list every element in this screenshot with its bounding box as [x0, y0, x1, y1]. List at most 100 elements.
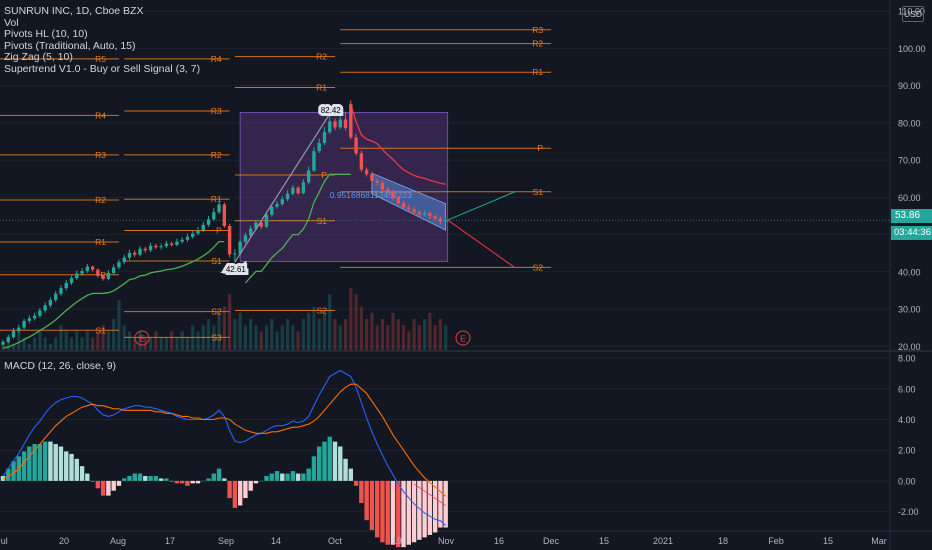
candle-body[interactable]: [438, 218, 443, 222]
candle-body[interactable]: [375, 180, 379, 183]
candle-body[interactable]: [322, 132, 327, 143]
candle-body[interactable]: [370, 174, 374, 181]
candle-body[interactable]: [359, 153, 364, 170]
candle-body[interactable]: [27, 318, 32, 321]
candle-body[interactable]: [148, 245, 153, 251]
candle-body[interactable]: [127, 252, 132, 258]
candle-body[interactable]: [338, 119, 342, 128]
candle-body[interactable]: [159, 246, 163, 248]
candle-body[interactable]: [106, 272, 111, 279]
candle-body[interactable]: [85, 266, 90, 272]
candle-body[interactable]: [291, 187, 295, 194]
candle-body[interactable]: [38, 310, 42, 316]
candle-body[interactable]: [206, 219, 211, 225]
candle-body[interactable]: [275, 204, 279, 207]
candle-body[interactable]: [349, 104, 353, 138]
candle-body[interactable]: [328, 121, 332, 133]
candle-body[interactable]: [285, 193, 290, 200]
candle-body[interactable]: [101, 275, 105, 279]
candle-body[interactable]: [143, 248, 147, 251]
candle-body[interactable]: [254, 222, 258, 229]
candle-body[interactable]: [296, 187, 300, 194]
candle-body[interactable]: [48, 300, 53, 306]
candle-body[interactable]: [111, 267, 116, 273]
candle-body[interactable]: [117, 262, 121, 268]
candle-body[interactable]: [428, 213, 432, 217]
candle-body[interactable]: [412, 209, 416, 213]
candle-body[interactable]: [270, 206, 274, 215]
indicator-vol[interactable]: Vol: [4, 16, 19, 29]
candle-body[interactable]: [259, 222, 263, 227]
candle-body[interactable]: [248, 228, 253, 236]
candle-body[interactable]: [11, 331, 16, 337]
candle-body[interactable]: [364, 169, 369, 175]
supertrend-up-line[interactable]: [2, 240, 225, 349]
earnings-marker[interactable]: [455, 330, 471, 346]
candle-body[interactable]: [401, 203, 406, 208]
candle-body[interactable]: [333, 121, 337, 128]
candle-body[interactable]: [75, 273, 79, 279]
candle-body[interactable]: [354, 137, 358, 154]
candle-body[interactable]: [64, 282, 68, 289]
candle-body[interactable]: [222, 204, 227, 227]
currency-badge[interactable]: USD: [902, 6, 924, 22]
candle-body[interactable]: [169, 243, 174, 245]
fib-retracement-box[interactable]: [239, 112, 449, 262]
candle-body[interactable]: [185, 236, 190, 240]
candle-body[interactable]: [391, 192, 395, 199]
zigzag-line[interactable]: [234, 113, 331, 263]
candle-body[interactable]: [217, 204, 221, 213]
candle-body[interactable]: [32, 315, 37, 319]
macd-line[interactable]: [2, 369, 447, 526]
candle-body[interactable]: [59, 288, 63, 294]
candle-body[interactable]: [280, 199, 285, 205]
macd-signal-line[interactable]: [2, 383, 447, 497]
bear-projection-line[interactable]: [447, 219, 516, 269]
candle-body[interactable]: [133, 252, 137, 255]
indicator-supertrend[interactable]: Supertrend V1.0 - Buy or Sell Signal (3,…: [4, 62, 201, 75]
candle-body[interactable]: [90, 266, 95, 270]
candle-body[interactable]: [264, 214, 269, 227]
macd-trend-line[interactable]: [413, 483, 446, 506]
candle-body[interactable]: [191, 233, 195, 237]
candle-body[interactable]: [417, 212, 422, 215]
candle-body[interactable]: [54, 293, 58, 301]
candle-body[interactable]: [227, 226, 232, 255]
candle-body[interactable]: [175, 241, 179, 245]
candle-body[interactable]: [43, 305, 47, 311]
candle-body[interactable]: [243, 235, 248, 242]
candle-body[interactable]: [22, 320, 26, 328]
earnings-marker[interactable]: [134, 330, 150, 346]
candle-body[interactable]: [154, 245, 158, 248]
indicator-zigzag[interactable]: Zig Zag (5, 10): [4, 51, 73, 64]
candle-body[interactable]: [380, 182, 385, 190]
regression-channel[interactable]: [371, 172, 446, 231]
candle-body[interactable]: [17, 327, 21, 332]
candle-body[interactable]: [180, 239, 184, 242]
candle-body[interactable]: [306, 170, 311, 183]
candle-body[interactable]: [301, 182, 306, 194]
bull-projection-line[interactable]: [447, 191, 516, 221]
candle-body[interactable]: [422, 213, 427, 215]
candle-body[interactable]: [212, 212, 216, 220]
indicator-pivots-hl[interactable]: Pivots HL (10, 10): [4, 28, 88, 41]
supertrend-up-line[interactable]: [244, 173, 351, 284]
candle-body[interactable]: [196, 230, 200, 234]
candle-body[interactable]: [80, 271, 84, 274]
candle-body[interactable]: [122, 257, 126, 263]
candle-body[interactable]: [386, 189, 390, 193]
candle-body[interactable]: [164, 243, 169, 247]
candle-body[interactable]: [396, 198, 400, 204]
candle-body[interactable]: [238, 241, 242, 254]
candle-body[interactable]: [317, 142, 321, 152]
candle-body[interactable]: [433, 216, 437, 219]
macd-legend[interactable]: MACD (12, 26, close, 9): [4, 360, 117, 372]
symbol-title[interactable]: SUNRUN INC, 1D, Cboe BZX: [4, 5, 144, 17]
indicator-pivots-traditional[interactable]: Pivots (Traditional, Auto, 15): [4, 39, 136, 52]
candle-body[interactable]: [312, 151, 316, 171]
candle-body[interactable]: [233, 253, 237, 255]
candle-body[interactable]: [69, 278, 74, 283]
candle-body[interactable]: [138, 248, 142, 255]
